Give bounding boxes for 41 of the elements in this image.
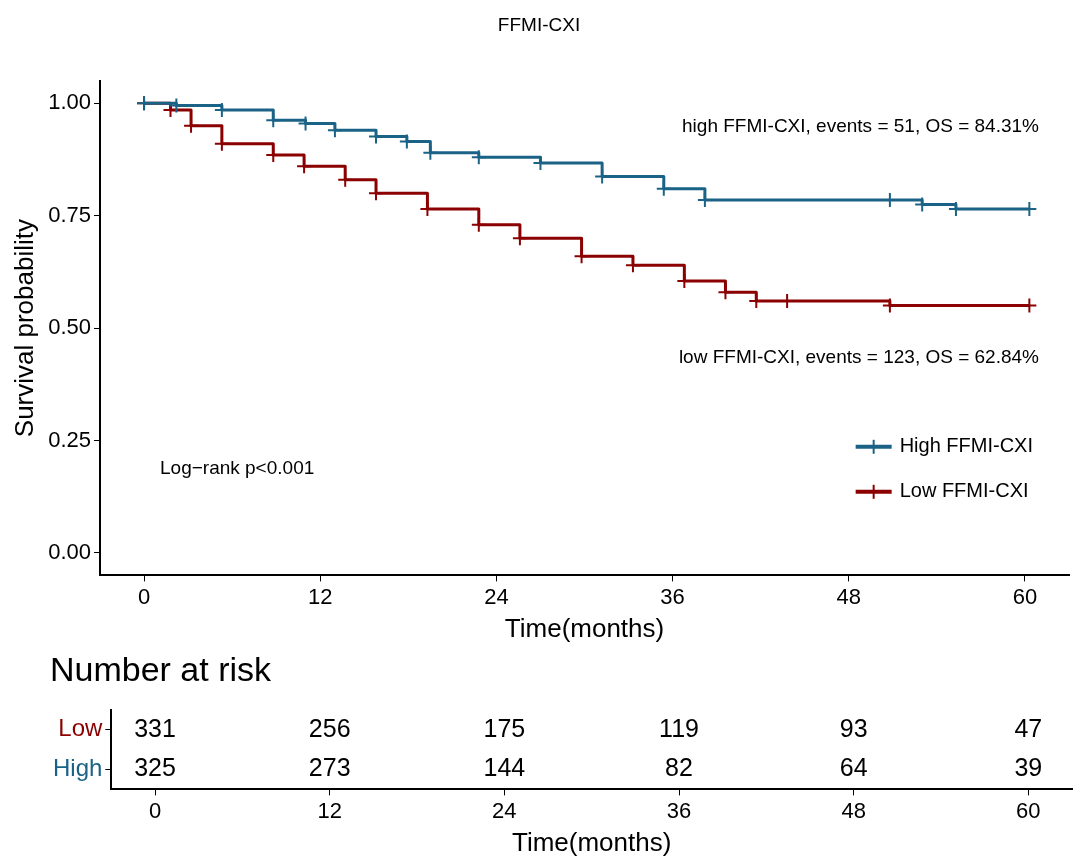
y-tick-label: 0.50 (48, 314, 92, 340)
x-tick-label: 48 (836, 583, 862, 609)
y-axis-title: Survival probability (8, 218, 39, 438)
chart-title: FFMI-CXI (497, 13, 581, 35)
x-tick-label: 36 (660, 583, 685, 609)
data-label: 144 (483, 753, 526, 782)
annotation: high FFMI-CXI, events = 51, OS = 84.31% (682, 115, 1040, 137)
y-tick-label: 0.25 (48, 426, 92, 452)
x-tick-label: 36 (666, 797, 692, 823)
legend-label: Low FFMI-CXI (899, 479, 1029, 502)
data-label: 119 (659, 713, 699, 742)
x-tick-label: 24 (492, 797, 517, 823)
legend-label: High FFMI-CXI (899, 434, 1033, 457)
chart-title: Number at risk (50, 649, 273, 688)
x-tick-label: 48 (841, 797, 866, 823)
data-label: 273 (308, 753, 351, 782)
data-label: 47 (1014, 713, 1043, 742)
x-axis-title: Time(months) (504, 612, 665, 643)
x-tick-label: 60 (1016, 797, 1041, 823)
annotation: Log−rank p<0.001 (160, 457, 315, 479)
y-tick-label: Low (58, 714, 104, 742)
x-tick-label: 12 (317, 797, 342, 823)
data-label: 331 (134, 713, 176, 742)
x-tick-label: 0 (137, 583, 151, 609)
y-tick-label: 0.00 (48, 538, 92, 564)
y-tick-label: High (53, 754, 103, 782)
x-tick-label: 12 (308, 583, 333, 609)
data-label: 39 (1014, 753, 1043, 782)
y-tick-label: 1.00 (48, 89, 92, 115)
data-label: 64 (839, 753, 868, 782)
annotation: low FFMI-CXI, events = 123, OS = 62.84% (678, 346, 1040, 368)
data-label: 93 (839, 713, 868, 742)
x-tick-label: 0 (148, 797, 162, 823)
data-label: 175 (483, 713, 526, 742)
x-tick-label: 60 (1012, 583, 1038, 609)
data-label: 82 (665, 753, 693, 782)
x-tick-label: 24 (484, 583, 509, 609)
data-label: 325 (134, 753, 176, 782)
x-axis-title: Time(months) (511, 826, 672, 857)
y-tick-label: 0.75 (48, 201, 92, 227)
data-label: 256 (308, 713, 351, 742)
